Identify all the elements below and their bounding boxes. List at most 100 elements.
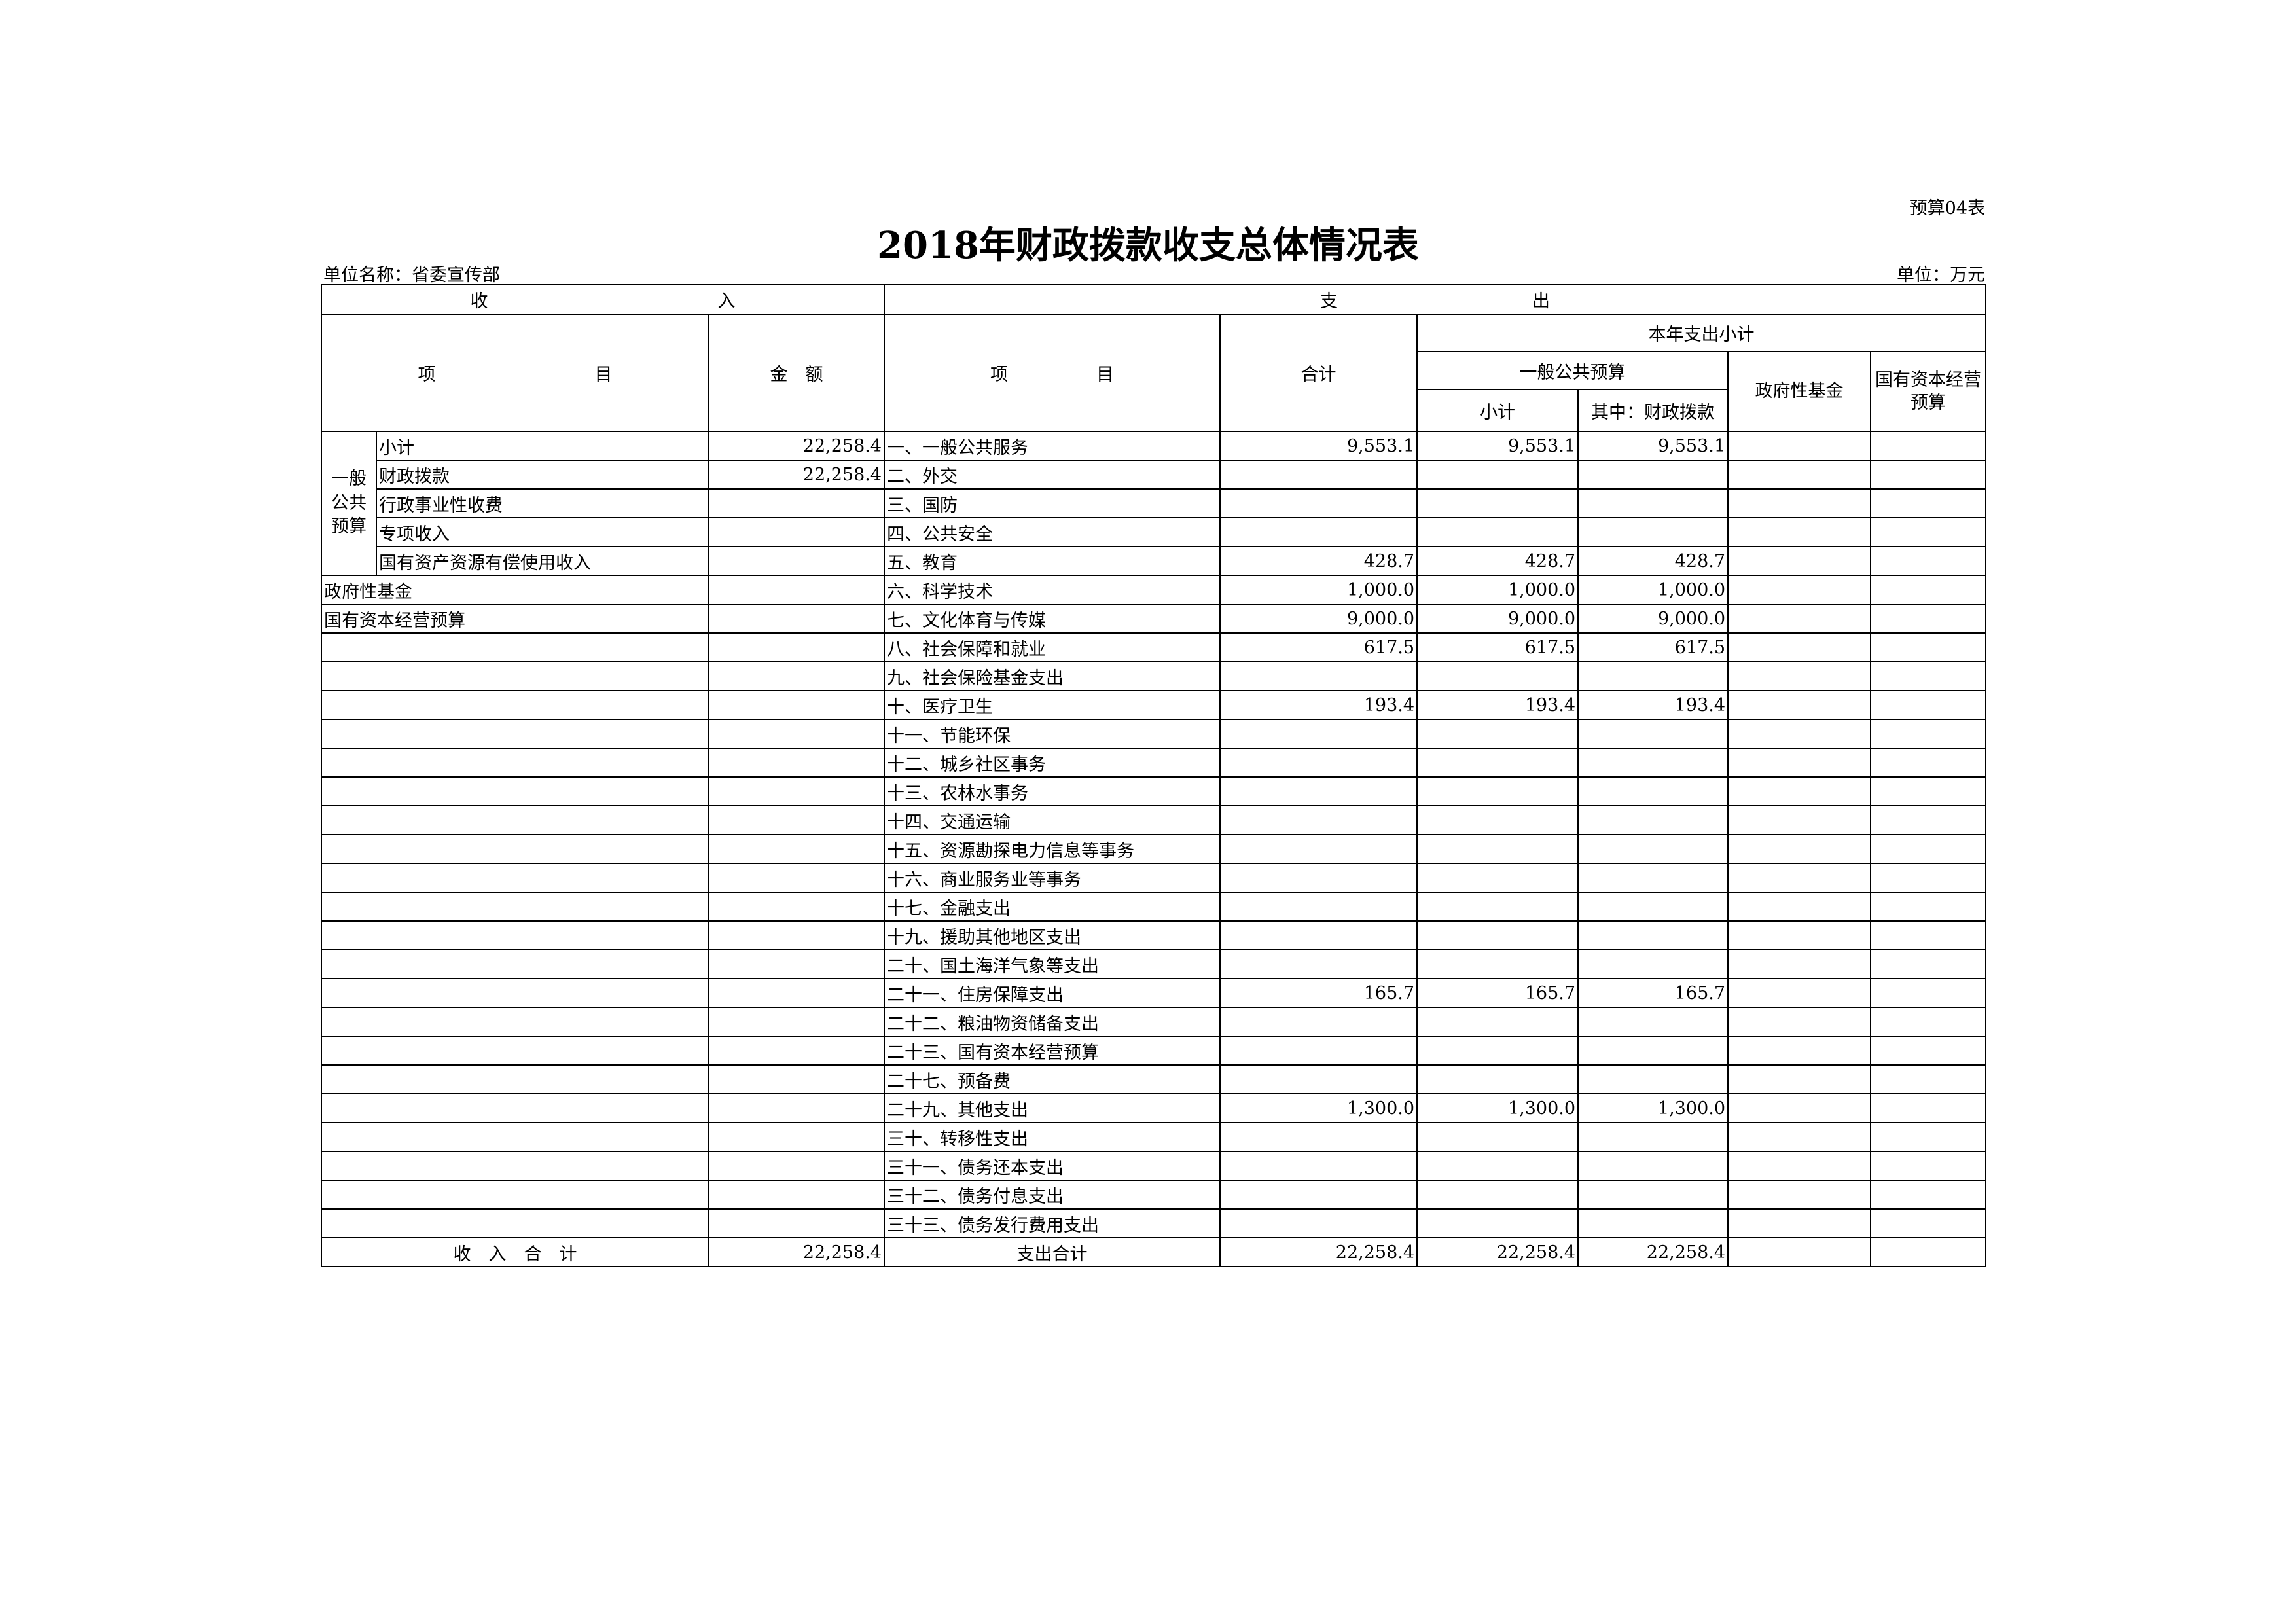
general-subtotal-value <box>1416 1122 1579 1152</box>
general-subtotal-value: 617.5 <box>1416 632 1579 662</box>
total-value: 165.7 <box>1219 978 1418 1008</box>
income-amount <box>708 690 886 720</box>
income-amount: 22,258.4 <box>708 460 886 490</box>
income-amount <box>708 1122 886 1152</box>
expenditure-item: 四、公共安全 <box>884 517 1221 547</box>
total-value <box>1219 1122 1418 1152</box>
expenditure-item: 一、一般公共服务 <box>884 431 1221 461</box>
income-amount <box>708 661 886 691</box>
fiscal-appropriation-header: 其中：财政拨款 <box>1577 389 1729 432</box>
state-capital-value <box>1870 431 1987 461</box>
general-subtotal-value <box>1416 719 1579 749</box>
income-item <box>321 690 709 720</box>
state-capital-value <box>1870 1036 1987 1066</box>
table-row: 国有资产资源有偿使用收入 五、教育 428.7 428.7 428.7 <box>321 546 1987 576</box>
general-subtotal-value <box>1416 834 1579 864</box>
expenditure-total-value <box>1727 1237 1872 1267</box>
total-value <box>1219 661 1418 691</box>
general-subtotal-value <box>1416 805 1579 835</box>
state-capital-value <box>1870 690 1987 720</box>
general-subtotal-value <box>1416 1064 1579 1094</box>
table-row: 专项收入 四、公共安全 <box>321 517 1987 547</box>
gov-fund-value <box>1727 488 1872 518</box>
totals-row: 收 入 合 计 22,258.4 支出合计 22,258.4 22,258.4 22,25… <box>321 1237 1987 1267</box>
expenditure-item-header: 项 目 <box>884 314 1221 432</box>
state-capital-value <box>1870 920 1987 950</box>
income-amount <box>708 1093 886 1123</box>
fiscal-appropriation-value <box>1577 863 1729 893</box>
total-value <box>1219 1151 1418 1181</box>
gov-fund-value <box>1727 517 1872 547</box>
total-value <box>1219 920 1418 950</box>
table-row: 十七、金融支出 <box>321 892 1987 922</box>
income-amount <box>708 978 886 1008</box>
state-capital-value <box>1870 604 1987 634</box>
table-row: 财政拨款 22,258.4 二、外交 <box>321 460 1987 490</box>
gov-fund-value <box>1727 978 1872 1008</box>
income-amount <box>708 488 886 518</box>
expenditure-item: 六、科学技术 <box>884 575 1221 605</box>
fiscal-appropriation-value <box>1577 460 1729 490</box>
general-subtotal-value: 1,300.0 <box>1416 1093 1579 1123</box>
income-amount <box>708 575 886 605</box>
expenditure-item: 七、文化体育与传媒 <box>884 604 1221 634</box>
table-row: 九、社会保险基金支出 <box>321 661 1987 691</box>
total-value <box>1219 1064 1418 1094</box>
income-item <box>321 892 709 922</box>
expenditure-item: 二、外交 <box>884 460 1221 490</box>
expenditure-item: 三十、转移性支出 <box>884 1122 1221 1152</box>
fiscal-appropriation-value: 1,000.0 <box>1577 575 1729 605</box>
expenditure-item: 十、医疗卫生 <box>884 690 1221 720</box>
state-capital-value <box>1870 546 1987 576</box>
state-capital-value <box>1870 776 1987 806</box>
general-subtotal-value: 193.4 <box>1416 690 1579 720</box>
table-row: 十四、交通运输 <box>321 805 1987 835</box>
income-item: 行政事业性收费 <box>376 488 709 518</box>
total-value: 1,300.0 <box>1219 1093 1418 1123</box>
table-row: 十、医疗卫生 193.4 193.4 193.4 <box>321 690 1987 720</box>
gov-fund-value <box>1727 1093 1872 1123</box>
total-value: 9,553.1 <box>1219 431 1418 461</box>
general-subtotal-value <box>1416 892 1579 922</box>
state-capital-value <box>1870 1180 1987 1210</box>
gov-fund-value <box>1727 949 1872 979</box>
income-item <box>321 1151 709 1181</box>
income-amount <box>708 604 886 634</box>
total-value: 617.5 <box>1219 632 1418 662</box>
fiscal-appropriation-value <box>1577 1122 1729 1152</box>
general-subtotal-value: 1,000.0 <box>1416 575 1579 605</box>
gov-fund-value <box>1727 719 1872 749</box>
expenditure-total-value: 22,258.4 <box>1219 1237 1418 1267</box>
expenditure-item: 十六、商业服务业等事务 <box>884 863 1221 893</box>
table-row: 十二、城乡社区事务 <box>321 748 1987 778</box>
table-row: 行政事业性收费 三、国防 <box>321 488 1987 518</box>
subtotal-header: 小计 <box>1416 389 1579 432</box>
state-capital-value <box>1870 719 1987 749</box>
expenditure-item: 十九、援助其他地区支出 <box>884 920 1221 950</box>
state-capital-value <box>1870 1122 1987 1152</box>
income-item <box>321 1180 709 1210</box>
general-subtotal-value <box>1416 920 1579 950</box>
table-row: 二十一、住房保障支出 165.7 165.7 165.7 <box>321 978 1987 1008</box>
total-value: 9,000.0 <box>1219 604 1418 634</box>
income-item <box>321 1064 709 1094</box>
total-value: 428.7 <box>1219 546 1418 576</box>
table-row: 二十三、国有资本经营预算 <box>321 1036 1987 1066</box>
total-value <box>1219 719 1418 749</box>
state-capital-value <box>1870 748 1987 778</box>
fiscal-appropriation-value: 9,000.0 <box>1577 604 1729 634</box>
income-amount <box>708 949 886 979</box>
income-amount <box>708 517 886 547</box>
state-capital-value <box>1870 517 1987 547</box>
general-subtotal-value <box>1416 517 1579 547</box>
fiscal-appropriation-value <box>1577 949 1729 979</box>
income-amount: 22,258.4 <box>708 431 886 461</box>
total-value <box>1219 1036 1418 1066</box>
income-item <box>321 719 709 749</box>
state-capital-value <box>1870 1151 1987 1181</box>
gov-fund-value <box>1727 805 1872 835</box>
income-item <box>321 632 709 662</box>
income-amount <box>708 748 886 778</box>
fiscal-appropriation-value <box>1577 1036 1729 1066</box>
income-total-amount: 22,258.4 <box>708 1237 886 1267</box>
